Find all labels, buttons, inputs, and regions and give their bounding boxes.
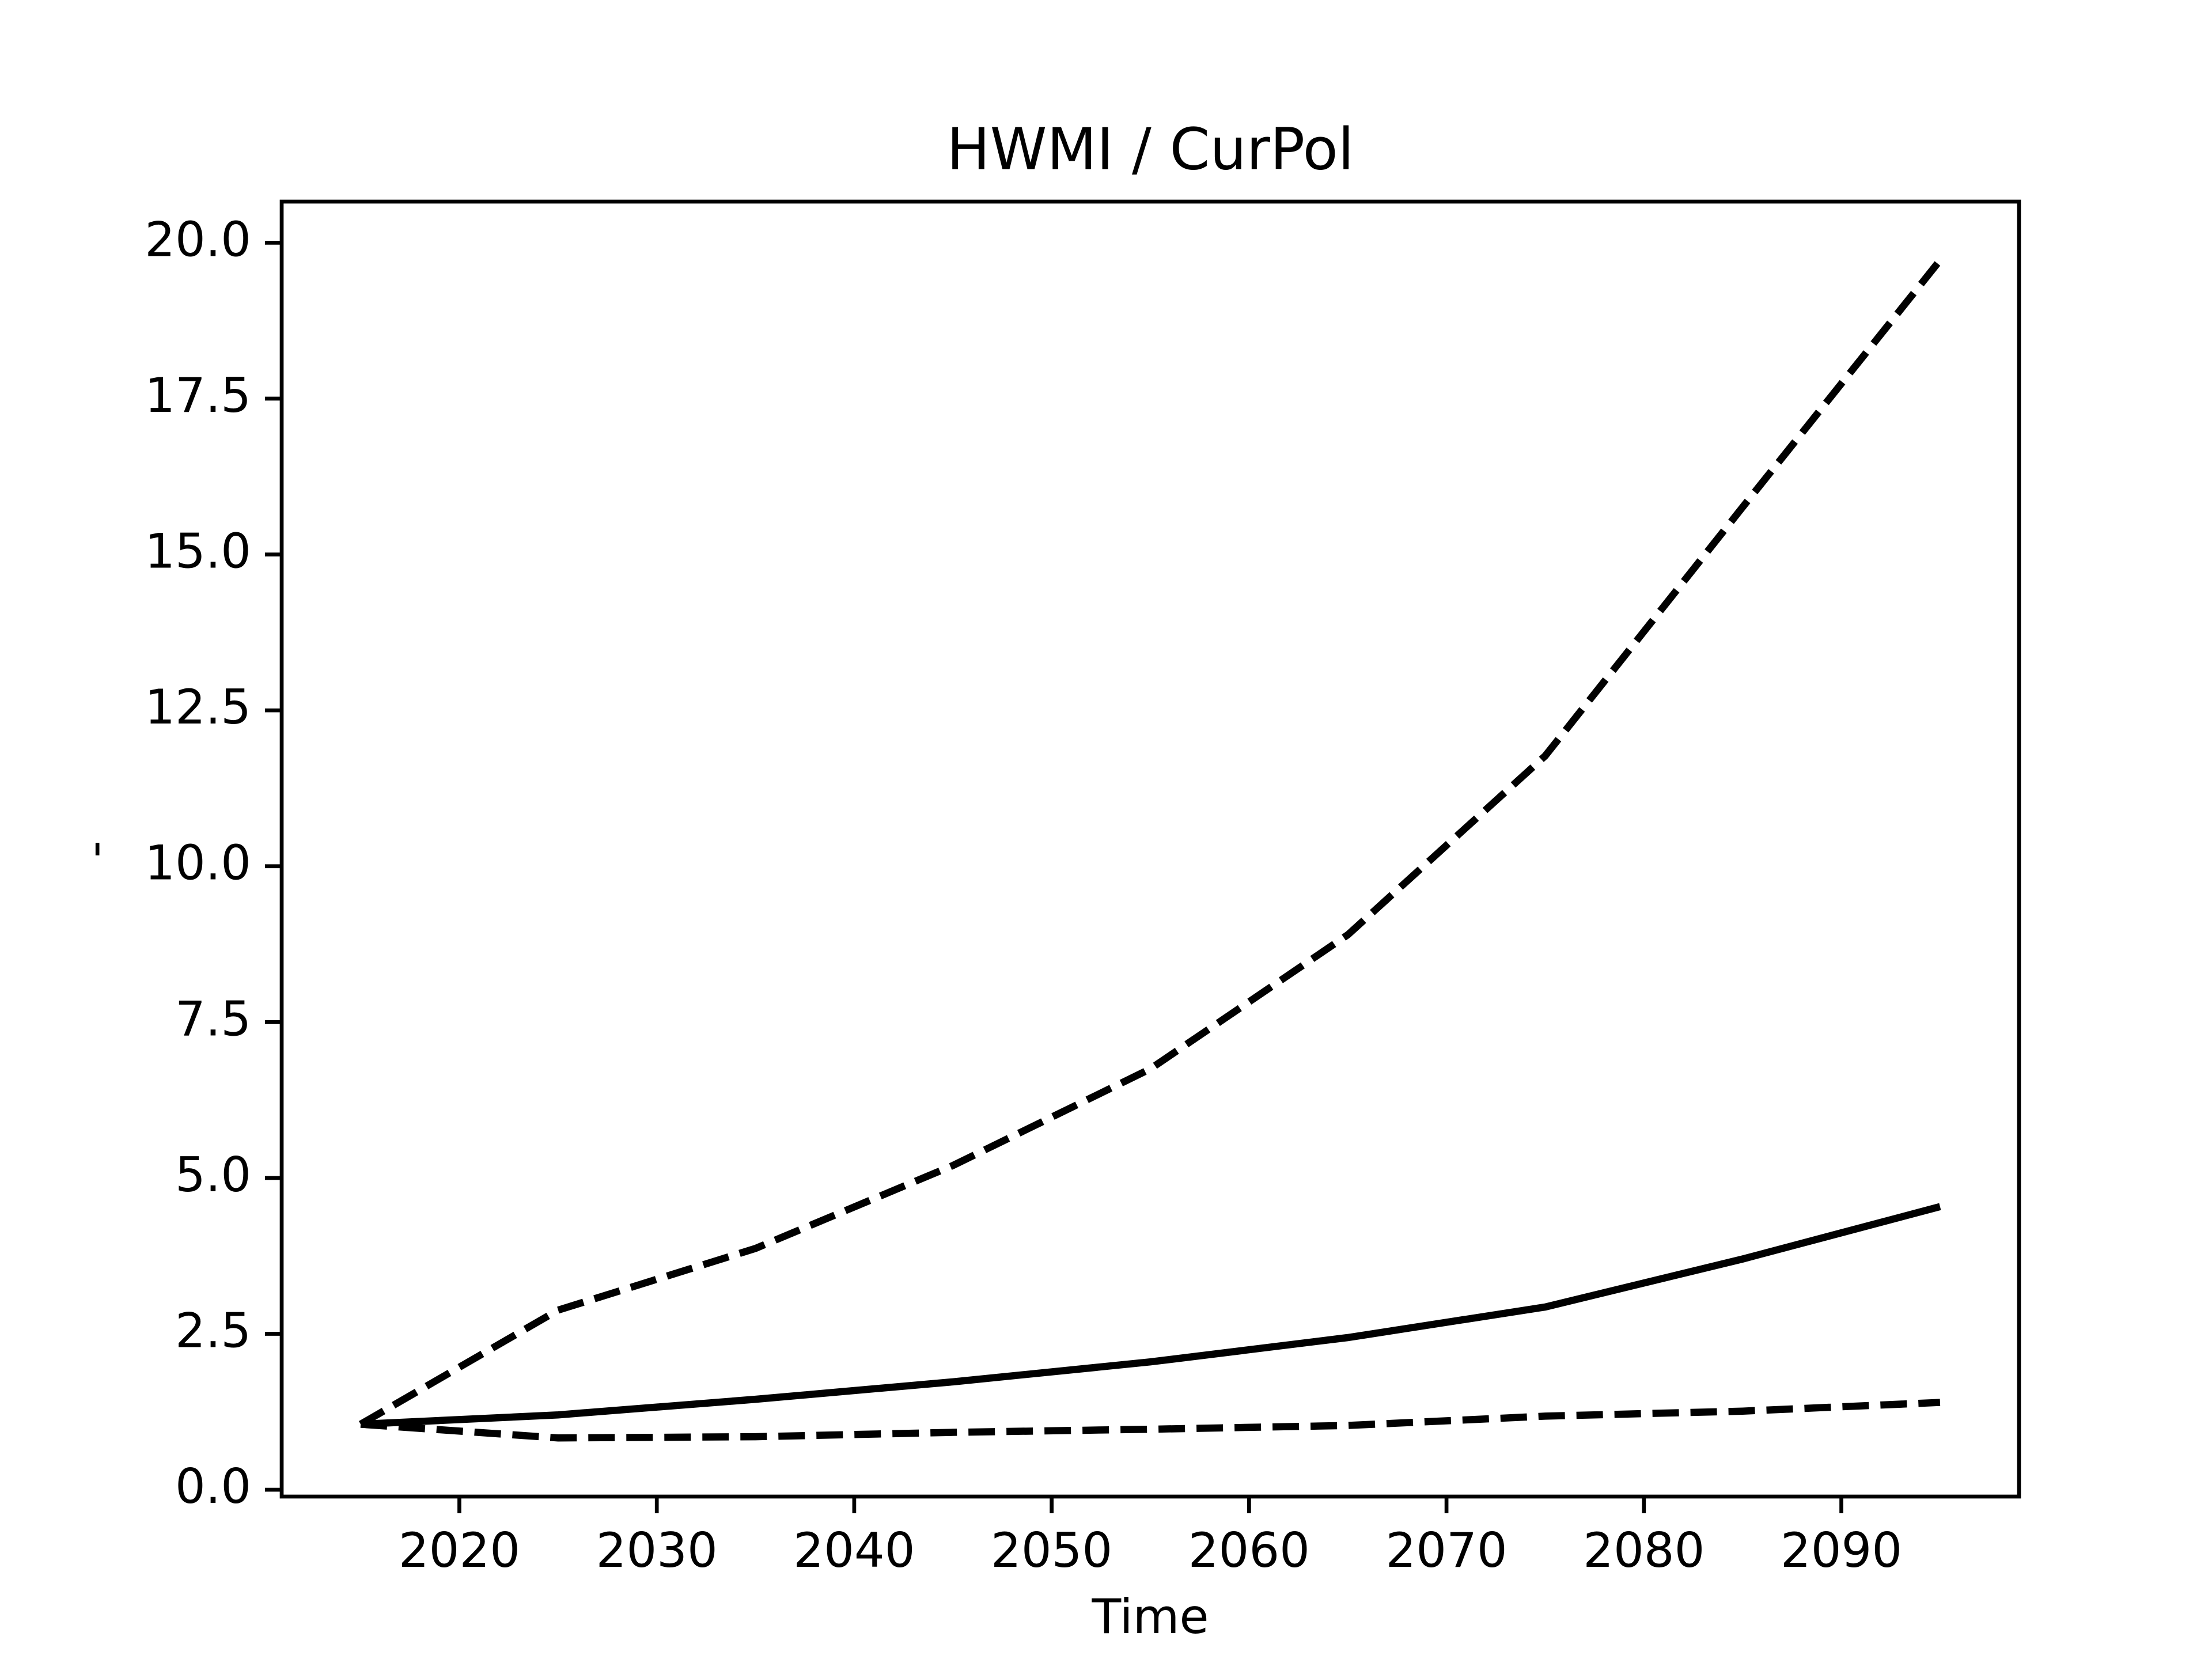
x-tick-label: 2060 bbox=[1188, 1522, 1310, 1578]
chart-title: HWMI / CurPol bbox=[946, 115, 1354, 183]
y-tick-label: 10.0 bbox=[145, 835, 251, 891]
y-tick-label: 17.5 bbox=[145, 368, 251, 423]
x-tick-label: 2090 bbox=[1781, 1522, 1902, 1578]
y-tick-label: 20.0 bbox=[145, 211, 251, 267]
y-tick-label: 7.5 bbox=[175, 991, 251, 1047]
x-axis-label: Time bbox=[1091, 1589, 1209, 1645]
y-tick-label: 5.0 bbox=[175, 1147, 251, 1203]
y-tick-label: 0.0 bbox=[175, 1459, 251, 1514]
plot-frame bbox=[279, 199, 2021, 1499]
y-tick-label: 12.5 bbox=[145, 679, 251, 735]
x-tick-label: 2070 bbox=[1385, 1522, 1507, 1578]
series-line bbox=[360, 1399, 1941, 1442]
y-axis-label: - bbox=[66, 840, 122, 858]
y-tick-label: 15.0 bbox=[145, 524, 251, 579]
x-tick-label: 2080 bbox=[1583, 1522, 1705, 1578]
y-tick-label: 2.5 bbox=[175, 1302, 251, 1358]
x-tick-label: 2050 bbox=[991, 1522, 1112, 1578]
x-tick-label: 2030 bbox=[596, 1522, 718, 1578]
x-tick-label: 2020 bbox=[399, 1522, 520, 1578]
series-line bbox=[360, 1203, 1941, 1428]
x-tick-label: 2040 bbox=[793, 1522, 915, 1578]
series-line bbox=[358, 257, 1943, 1427]
